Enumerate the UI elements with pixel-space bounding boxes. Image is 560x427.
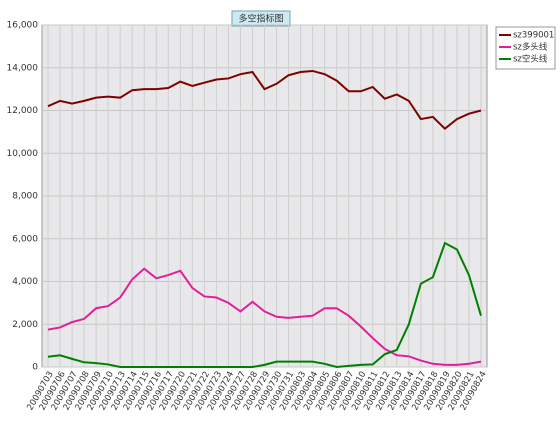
series-line [47, 267, 482, 366]
y-tick-label: 2,000 [12, 320, 38, 330]
chart-title: 多空指标图 [238, 13, 283, 25]
y-tick-label: 10,000 [7, 149, 39, 159]
y-tick-label: 8,000 [12, 192, 38, 202]
title-box [231, 10, 291, 27]
legend-label: sz空头线 [513, 54, 548, 65]
legend-label: sz399001 [513, 31, 554, 41]
series-line [47, 69, 482, 131]
y-tick-label: 12,000 [7, 106, 39, 116]
y-tick-label: 4,000 [12, 277, 38, 287]
y-tick-label: 16,000 [7, 21, 39, 31]
y-tick-label: 6,000 [12, 234, 38, 244]
y-tick-label: 0 [32, 363, 38, 373]
series-line [47, 241, 482, 369]
y-tick-label: 14,000 [7, 63, 39, 73]
legend-label: sz多头线 [513, 42, 548, 53]
